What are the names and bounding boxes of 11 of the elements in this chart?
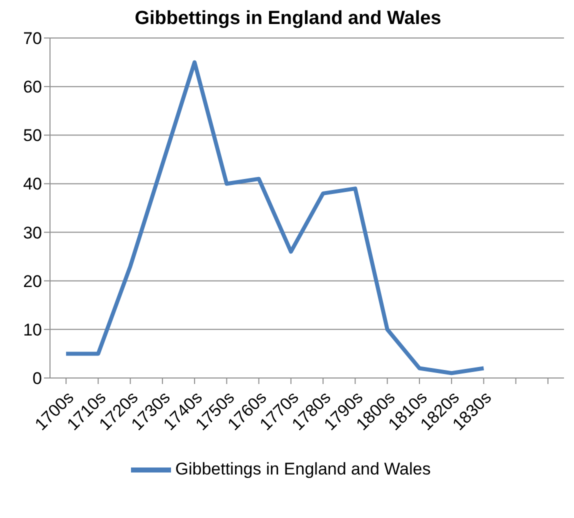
- y-tick-label: 0: [32, 369, 42, 388]
- y-tick-label: 10: [23, 320, 42, 340]
- legend-label: Gibbettings in England and Wales: [175, 459, 431, 478]
- y-tick-label: 60: [23, 78, 42, 97]
- y-tick-label: 40: [23, 174, 42, 194]
- y-tick-label: 70: [23, 29, 42, 48]
- y-tick-label: 20: [23, 272, 42, 291]
- chart-title: Gibbettings in England and Wales: [134, 8, 442, 30]
- y-tick-label: 50: [23, 126, 42, 146]
- line-series: [64, 60, 486, 376]
- y-tick-label: 30: [23, 223, 42, 242]
